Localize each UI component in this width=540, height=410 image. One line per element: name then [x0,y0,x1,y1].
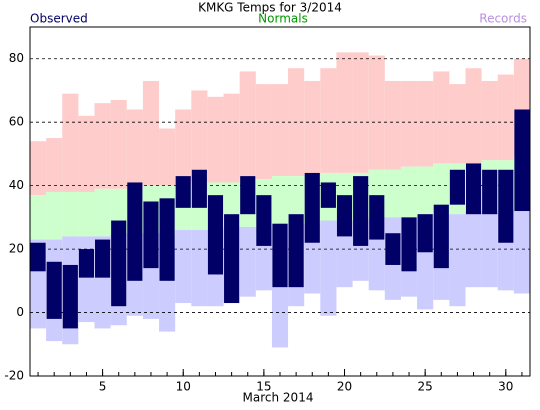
record-high-band [110,99,127,189]
normal-band [400,166,418,218]
legend-normals: Normals [258,12,308,26]
record-low-band [239,226,256,297]
observed-bar [401,217,417,272]
observed-bar [62,264,78,329]
observed-bar [224,214,240,304]
observed-bar [240,176,256,215]
observed-bar [449,169,465,205]
observed-bar [159,198,175,281]
record-low-band [481,211,498,288]
y-tick-label: -20 [4,369,24,383]
observed-bar [207,195,224,275]
record-high-band [30,141,47,196]
observed-bar [95,239,111,278]
normal-band [271,176,289,224]
y-tick-label: 20 [9,242,24,256]
record-low-band [336,220,353,288]
normal-band [288,176,305,224]
observed-bar [191,169,207,208]
record-high-band [159,128,176,186]
observed-bar [30,242,46,272]
record-high-band [78,115,95,192]
record-high-band [336,52,353,173]
record-high-band [126,109,143,189]
observed-bar [482,169,498,215]
record-high-band [94,103,111,189]
x-tick-label: 5 [99,380,107,394]
record-high-band [400,80,418,167]
x-tick-label: 25 [418,380,433,394]
observed-bar [111,220,127,307]
observed-bar [417,214,433,253]
y-tick-label: 60 [9,115,24,129]
record-high-band [449,84,466,164]
observed-bar [433,204,449,269]
record-high-band [481,80,498,161]
record-high-band [46,138,63,192]
plot-frame [29,26,531,377]
legend-records: Records [479,12,527,26]
normal-band [30,195,47,240]
observed-bar [46,261,62,319]
record-high-band [239,71,256,180]
y-tick-label: 80 [9,51,24,65]
record-high-band [62,93,79,192]
record-high-band [352,52,369,173]
record-high-band [223,93,240,183]
record-high-band [417,80,434,167]
record-high-band [142,80,160,186]
normal-band [433,163,450,215]
x-tick-label: 30 [498,380,513,394]
record-high-band [433,71,450,164]
x-axis-label: March 2014 [243,391,314,405]
record-low-band [320,220,337,316]
chart-title: KMKG Temps for 3/2014 [198,1,342,15]
y-tick-label: 0 [16,305,24,319]
record-high-band [368,55,385,170]
normal-band [78,191,95,237]
x-tick-label: 15 [256,380,271,394]
x-tick-label: 20 [337,380,352,394]
observed-bar [304,172,320,243]
record-high-band [175,109,192,186]
y-tick-label: 40 [9,178,24,192]
observed-bar [272,223,288,288]
normal-band [62,191,79,237]
observed-bar [78,249,95,278]
record-low-band [465,211,482,288]
record-low-band [191,230,208,307]
normal-band [384,169,401,218]
record-high-band [384,80,401,170]
normal-band [417,166,434,215]
observed-bar [320,182,336,208]
record-high-band [465,68,482,164]
legend-observed: Observed [30,12,88,26]
observed-bar [369,195,385,240]
observed-bar [336,195,353,237]
record-high-band [271,84,289,177]
observed-bar [127,182,143,281]
observed-bar [498,169,514,243]
record-low-band [449,214,466,307]
record-high-band [191,90,208,183]
record-high-band [304,80,321,177]
observed-bar [288,214,304,288]
observed-bar [256,195,272,246]
record-high-band [320,68,337,173]
record-low-band [175,230,192,304]
normal-band [46,191,63,240]
observed-bar [175,176,191,208]
x-tick-label: 10 [176,380,191,394]
normal-band [94,188,111,237]
observed-bar [353,176,369,246]
observed-bar [465,163,482,215]
observed-bar [514,109,530,212]
record-high-band [255,84,272,180]
observed-bar [385,233,401,265]
record-low-band [513,211,530,294]
record-high-band [497,74,514,161]
observed-bar [143,201,159,269]
record-high-band [207,96,224,183]
